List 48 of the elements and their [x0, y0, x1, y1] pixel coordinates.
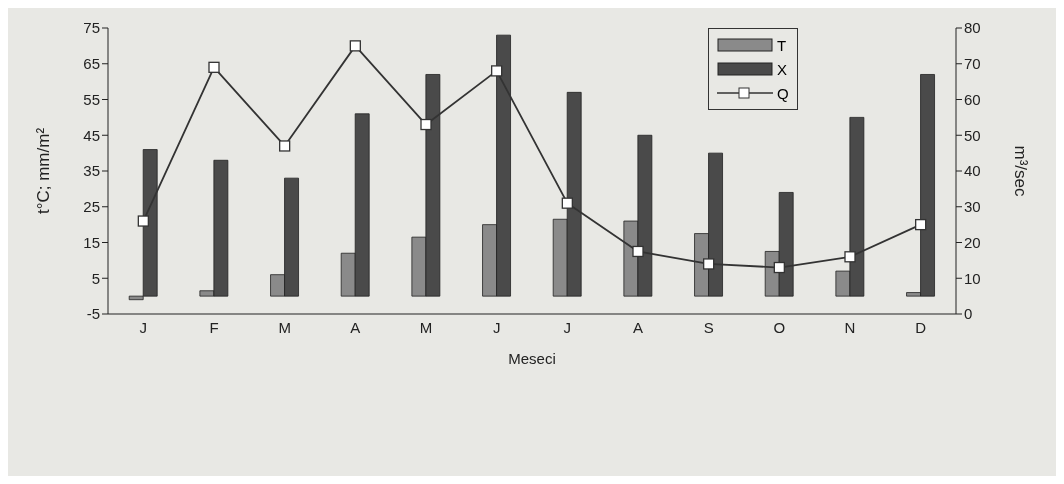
- y-tick-label: 65: [83, 55, 100, 73]
- x-tick-label: J: [492, 318, 501, 336]
- x-tick-label: D: [915, 318, 927, 336]
- y2-tick-label: 80: [964, 19, 981, 37]
- y2-tick-label: 50: [964, 126, 981, 144]
- point: [844, 251, 856, 263]
- point: [773, 261, 785, 274]
- y2-axis-title: m³/sec: [1010, 145, 1030, 197]
- y-axis-title: t°C; mm/m²: [34, 127, 54, 215]
- y-tick-label: 5: [91, 269, 100, 287]
- y2-tick-label: 60: [964, 90, 981, 108]
- y2-tick-label: 40: [964, 162, 981, 180]
- x-tick-label: J: [563, 318, 572, 336]
- y-tick-label: 25: [83, 198, 100, 216]
- x-tick-label: A: [350, 318, 361, 336]
- y2-tick-label: 0: [964, 305, 973, 323]
- x-tick-label: F: [209, 318, 219, 336]
- y-tick-label: -5: [86, 305, 100, 323]
- point: [349, 40, 361, 52]
- point: [137, 215, 149, 227]
- point: [491, 65, 503, 77]
- x-tick-label: O: [773, 318, 786, 336]
- point: [915, 218, 927, 231]
- x-tick-label: S: [703, 318, 714, 336]
- y-tick-label: 45: [83, 126, 100, 144]
- point: [279, 140, 291, 152]
- y2-tick-label: 70: [964, 55, 981, 73]
- x-tick-label: M: [419, 318, 433, 336]
- x-tick-label: A: [632, 318, 644, 336]
- point: [420, 118, 432, 131]
- legend-label: T: [777, 36, 787, 54]
- x-axis-title: Meseci: [508, 350, 556, 367]
- y-tick-label: 55: [83, 90, 100, 108]
- y-tick-label: 15: [83, 233, 100, 251]
- point: [632, 245, 644, 258]
- legend-label: Q: [777, 84, 789, 102]
- x-tick-label: J: [139, 318, 148, 336]
- point: [703, 258, 715, 270]
- y2-tick-label: 10: [964, 269, 981, 287]
- y-tick-label: 35: [83, 162, 100, 180]
- point: [561, 197, 573, 209]
- point: [208, 61, 220, 73]
- y-tick-label: 75: [83, 19, 100, 37]
- y2-tick-label: 30: [964, 198, 981, 216]
- legend-label: X: [777, 60, 788, 78]
- y2-tick-label: 20: [964, 233, 981, 251]
- x-tick-label: N: [844, 318, 856, 336]
- x-tick-label: M: [278, 318, 291, 336]
